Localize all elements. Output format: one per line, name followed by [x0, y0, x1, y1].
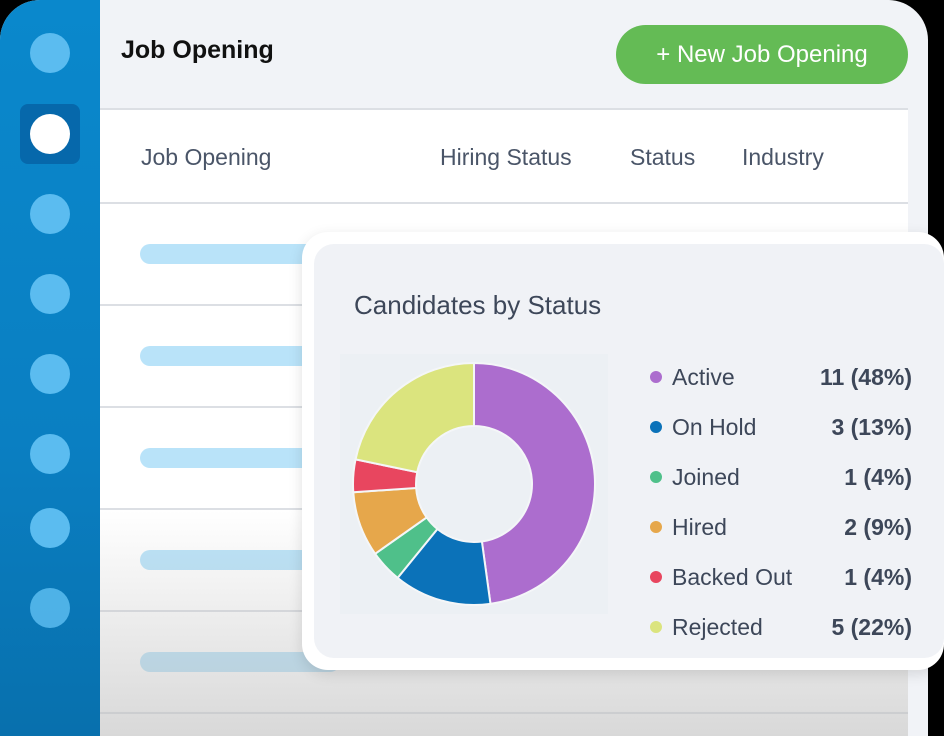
legend-item-joined: Joined 1 (4%) [650, 452, 912, 502]
legend-item-hired: Hired 2 (9%) [650, 502, 912, 552]
legend-value: 3 (13%) [831, 413, 912, 440]
donut-chart [340, 354, 608, 614]
row-divider [100, 712, 908, 714]
card-title: Candidates by Status [354, 290, 602, 320]
new-job-opening-button[interactable]: + New Job Opening [616, 25, 908, 84]
sidebar-item-1[interactable] [30, 33, 70, 73]
card-body: Candidates by Status Active 11 (48%) On … [314, 244, 944, 658]
legend-value: 1 (4%) [844, 563, 912, 590]
sidebar-item-2-active[interactable] [30, 114, 70, 154]
legend-label: Rejected [672, 613, 763, 640]
candidates-by-status-card: Candidates by Status Active 11 (48%) On … [302, 232, 944, 670]
legend-value: 11 (48%) [819, 363, 912, 390]
table-row-placeholder[interactable] [140, 448, 340, 468]
legend-dot-icon [650, 471, 662, 483]
legend-dot-icon [650, 621, 662, 633]
legend-dot-icon [650, 521, 662, 533]
legend-value: 5 (22%) [831, 613, 912, 640]
sidebar-item-5[interactable] [30, 354, 70, 394]
table-row-placeholder[interactable] [140, 346, 340, 366]
legend-value: 1 (4%) [844, 463, 912, 490]
column-header-job-opening[interactable]: Job Opening [141, 144, 272, 170]
legend-item-backed-out: Backed Out 1 (4%) [650, 552, 912, 602]
donut-chart-svg [352, 361, 596, 606]
legend-label: Joined [672, 463, 740, 490]
legend-label: Hired [672, 513, 727, 540]
sidebar [0, 0, 100, 736]
page-title: Job Opening [121, 36, 274, 64]
sidebar-item-7[interactable] [30, 508, 70, 548]
legend-dot-icon [650, 571, 662, 583]
legend-value: 2 (9%) [844, 513, 912, 540]
column-header-industry[interactable]: Industry [742, 144, 824, 170]
legend-label: Backed Out [672, 563, 793, 590]
chart-legend: Active 11 (48%) On Hold 3 (13%) Joined 1… [650, 352, 912, 652]
row-divider [100, 202, 908, 204]
sidebar-item-3[interactable] [30, 194, 70, 234]
legend-dot-icon [650, 371, 662, 383]
legend-dot-icon [650, 421, 662, 433]
table-row-placeholder[interactable] [140, 244, 340, 264]
donut-slice-active[interactable] [473, 361, 596, 606]
legend-label: Active [672, 363, 735, 390]
sidebar-item-4[interactable] [30, 274, 70, 314]
legend-item-rejected: Rejected 5 (22%) [650, 602, 912, 652]
legend-label: On Hold [672, 413, 757, 440]
legend-item-on-hold: On Hold 3 (13%) [650, 402, 912, 452]
column-header-hiring-status[interactable]: Hiring Status [440, 144, 572, 170]
donut-slice-rejected[interactable] [354, 361, 475, 474]
sidebar-item-8[interactable] [30, 588, 70, 628]
column-header-status[interactable]: Status [630, 144, 696, 170]
sidebar-item-6[interactable] [30, 434, 70, 474]
legend-item-active: Active 11 (48%) [650, 352, 912, 402]
